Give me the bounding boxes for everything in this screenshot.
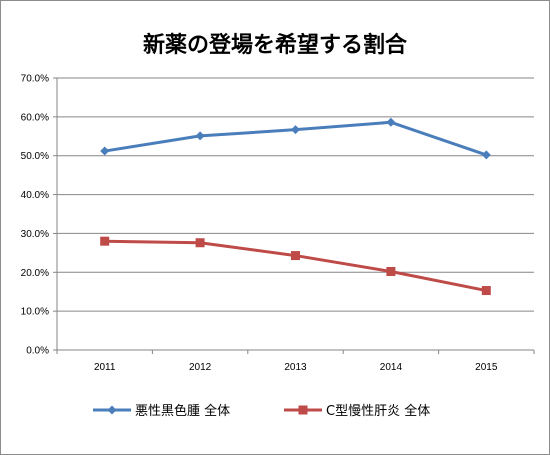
legend-marker bbox=[298, 405, 308, 415]
series-line bbox=[104, 239, 487, 293]
y-tick-label: 70.0% bbox=[21, 74, 49, 85]
data-point bbox=[481, 150, 491, 160]
data-point bbox=[481, 286, 491, 296]
data-point bbox=[195, 238, 205, 248]
data-point bbox=[386, 267, 396, 277]
legend-marker bbox=[107, 405, 117, 415]
data-point bbox=[100, 236, 110, 246]
y-tick-label: 60.0% bbox=[21, 112, 49, 123]
y-tick-label: 20.0% bbox=[21, 268, 49, 279]
y-tick-label: 40.0% bbox=[21, 190, 49, 201]
data-point bbox=[291, 251, 300, 261]
legend-label: 悪性黒色腫 全体 bbox=[135, 403, 230, 419]
data-point bbox=[386, 117, 396, 127]
x-tick-label: 2011 bbox=[94, 362, 116, 373]
x-tick-label: 2015 bbox=[475, 362, 498, 373]
data-point bbox=[195, 131, 205, 141]
legend-label: C型慢性肝炎 全体 bbox=[326, 403, 430, 419]
data-point bbox=[291, 125, 300, 135]
y-tick-label: 0.0% bbox=[26, 346, 49, 357]
data-point bbox=[100, 146, 110, 156]
chart-title: 新薬の登場を希望する割合 bbox=[142, 33, 407, 58]
x-tick-label: 2013 bbox=[284, 362, 307, 373]
y-tick-label: 30.0% bbox=[21, 229, 49, 240]
y-tick-label: 50.0% bbox=[21, 151, 49, 162]
x-tick-label: 2014 bbox=[380, 362, 403, 373]
y-tick-label: 10.0% bbox=[21, 307, 49, 318]
x-tick-label: 2012 bbox=[189, 362, 212, 373]
